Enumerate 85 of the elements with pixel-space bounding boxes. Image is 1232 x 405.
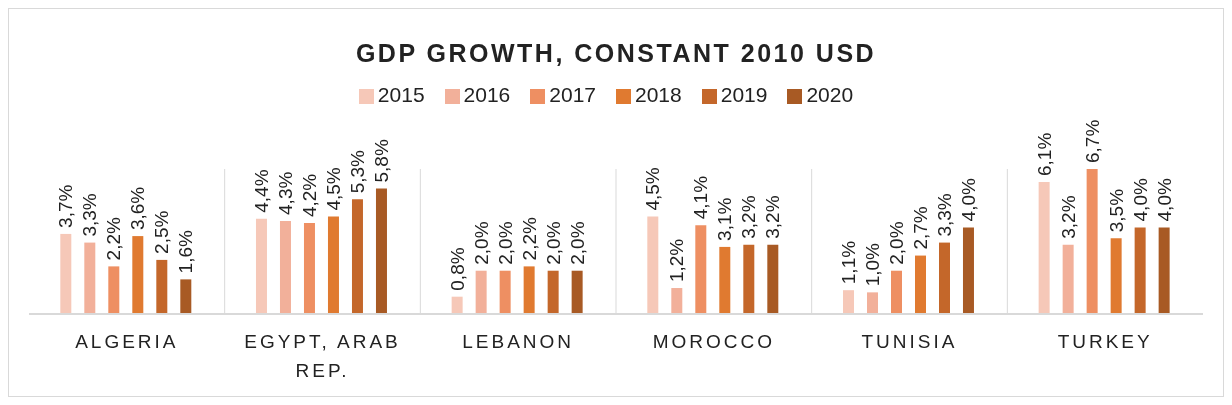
- data-label: 2,0%: [885, 221, 907, 265]
- legend-label: 2020: [806, 83, 854, 106]
- legend-label: 2015: [377, 83, 425, 106]
- bar: [108, 266, 120, 314]
- bar: [647, 216, 659, 314]
- bar: [156, 259, 168, 314]
- data-label: 2,7%: [909, 206, 931, 250]
- bar: [60, 233, 72, 314]
- bar: [1110, 238, 1122, 314]
- bar: [695, 225, 707, 314]
- legend-label: 2019: [720, 83, 768, 106]
- bar: [1038, 181, 1050, 314]
- bar: [1158, 227, 1170, 314]
- x-tick-label: LEBANON: [462, 331, 575, 352]
- bar: [279, 220, 291, 314]
- data-label: 4,0%: [1129, 178, 1151, 222]
- bar: [1086, 169, 1098, 314]
- data-label: 1,6%: [175, 229, 197, 274]
- data-label: 2,0%: [494, 221, 516, 265]
- data-label: 2,5%: [151, 210, 173, 254]
- data-label: 3,3%: [79, 193, 101, 237]
- data-label: 4,0%: [1153, 178, 1175, 222]
- x-tick-label: ALGERIA: [75, 331, 179, 352]
- bar: [375, 188, 387, 314]
- bar: [1134, 227, 1146, 314]
- data-label: 4,4%: [250, 169, 272, 213]
- data-label: 6,1%: [1033, 132, 1055, 176]
- legend-label: 2018: [635, 83, 682, 106]
- bar: [303, 223, 315, 314]
- bar: [767, 244, 779, 314]
- data-label: 2,2%: [518, 216, 540, 261]
- chart-title: GDP GROWTH, CONSTANT 2010 USD: [354, 38, 878, 69]
- bar: [938, 242, 950, 314]
- data-label: 3,6%: [127, 186, 149, 231]
- x-tick-label: TUNISIA: [861, 331, 958, 352]
- legend-label: 2016: [463, 83, 511, 106]
- bar: [351, 199, 363, 314]
- bar: [571, 270, 583, 314]
- bar: [255, 218, 267, 314]
- data-label: 2,0%: [542, 221, 564, 265]
- bar: [866, 292, 878, 314]
- data-label: 6,7%: [1081, 119, 1103, 163]
- data-label: 4,3%: [274, 171, 296, 215]
- bar: [180, 279, 192, 314]
- bar: [84, 242, 96, 314]
- data-label: 3,7%: [55, 184, 77, 228]
- data-label: 2,2%: [103, 216, 125, 261]
- data-label: 5,8%: [370, 139, 392, 183]
- x-tick-label: EGYPT, ARAB REP.: [244, 331, 401, 381]
- bar: [671, 288, 683, 314]
- bar: [132, 236, 144, 314]
- data-label: 4,5%: [642, 167, 664, 211]
- bar: [523, 266, 535, 314]
- bar: [842, 290, 854, 314]
- bar: [499, 270, 511, 314]
- bar: [743, 244, 755, 314]
- bar: [475, 270, 487, 314]
- data-label: 1,0%: [861, 242, 883, 287]
- data-label: 1,1%: [837, 240, 859, 285]
- bar: [719, 246, 731, 314]
- data-label: 4,5%: [322, 167, 344, 211]
- data-label: 2,0%: [566, 221, 588, 265]
- bar: [327, 216, 339, 314]
- data-label: 2,0%: [470, 221, 492, 265]
- data-label: 3,1%: [714, 197, 736, 241]
- bar: [1062, 244, 1074, 314]
- data-label: 4,0%: [957, 178, 979, 222]
- data-label: 1,2%: [666, 238, 688, 283]
- data-label: 4,2%: [298, 173, 320, 218]
- legend-label: 2017: [549, 83, 596, 106]
- bar: [914, 255, 926, 314]
- data-label: 5,3%: [346, 149, 368, 194]
- data-label: 3,3%: [933, 193, 955, 237]
- bar: [451, 296, 463, 314]
- data-label: 3,5%: [1105, 188, 1127, 233]
- bar: [547, 270, 559, 314]
- data-label: 3,2%: [762, 195, 784, 239]
- data-label: 4,1%: [690, 175, 712, 220]
- data-label: 0,8%: [446, 247, 468, 291]
- data-label: 3,2%: [1057, 195, 1079, 239]
- bar: [890, 270, 902, 314]
- x-tick-label: TURKEY: [1057, 331, 1153, 352]
- bar: [962, 227, 974, 314]
- data-label: 3,2%: [738, 195, 760, 239]
- x-tick-label: MOROCCO: [652, 331, 775, 352]
